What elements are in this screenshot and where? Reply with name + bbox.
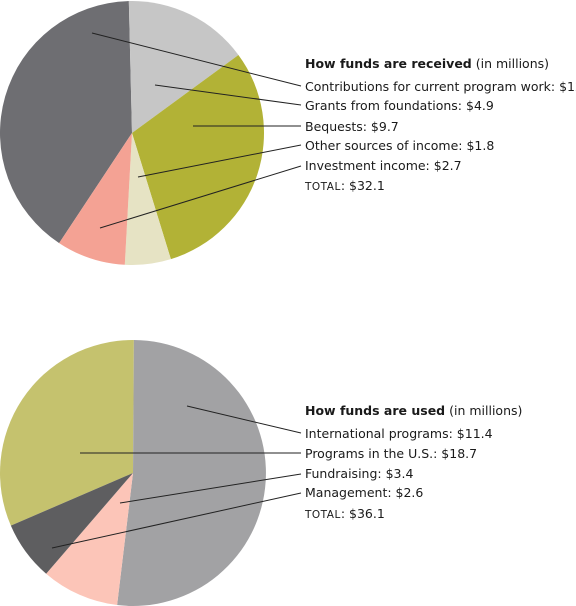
received-label-grants: Grants from foundations: $4.9 (305, 98, 494, 113)
used-pie (0, 339, 266, 606)
received-label-other: Other sources of income: $1.8 (305, 138, 494, 153)
received-label-bequests: Bequests: $9.7 (305, 119, 399, 134)
received-total: TOTAL: $32.1 (304, 178, 385, 193)
used-label-us: Programs in the U.S.: $18.7 (305, 446, 477, 461)
leader-line-contributions-for-current-program-work (91, 32, 302, 87)
received-label-contributions: Contributions for current program work: … (305, 79, 576, 94)
slice-grants-from-foundations (128, 1, 239, 133)
received-pie (0, 1, 264, 265)
received-title: How funds are received (in millions) (305, 56, 549, 71)
slice-other-sources-of-income (124, 133, 171, 265)
slice-programs-in-the-u-s (117, 340, 266, 606)
leader-line-international-programs (186, 405, 302, 434)
used-label-management: Management: $2.6 (305, 485, 423, 500)
slice-fundraising (46, 473, 133, 606)
slice-contributions-for-current-program-work (0, 1, 133, 244)
used-label-international: International programs: $11.4 (305, 426, 493, 441)
leader-line-grants-from-foundations (154, 84, 302, 106)
slice-management (10, 473, 134, 574)
slice-investment-income (59, 133, 132, 265)
slice-international-programs (0, 339, 134, 526)
leader-line-management (51, 492, 302, 549)
leader-line-investment-income (99, 165, 302, 229)
used-leader-lines (51, 405, 302, 549)
received-label-investment: Investment income: $2.7 (305, 158, 462, 173)
used-title: How funds are used (in millions) (305, 403, 522, 418)
received-leader-lines (91, 32, 302, 229)
leader-line-other-sources-of-income (137, 144, 302, 178)
used-label-fundraising: Fundraising: $3.4 (305, 466, 413, 481)
leader-line-fundraising (119, 473, 302, 504)
used-total: TOTAL: $36.1 (304, 506, 385, 521)
